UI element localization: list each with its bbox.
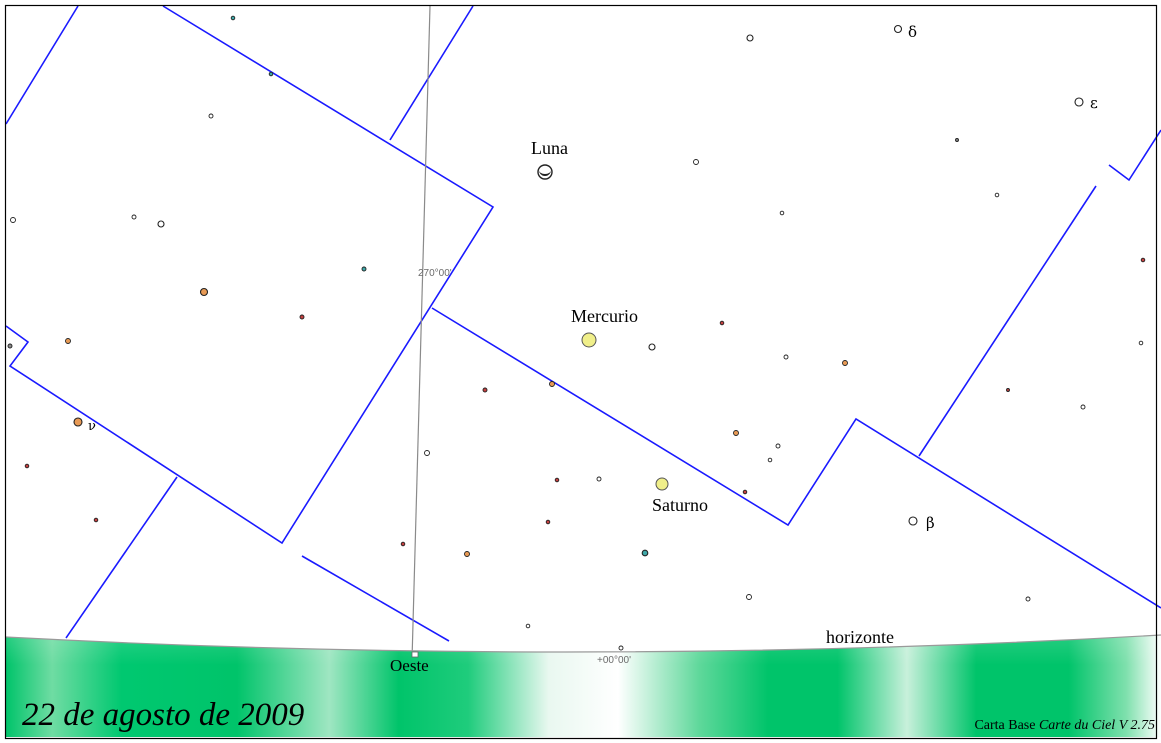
star-label-beta: β xyxy=(926,514,935,532)
boundary-line xyxy=(5,5,495,545)
star xyxy=(1138,340,1144,346)
star xyxy=(733,430,739,436)
stars xyxy=(7,15,1146,651)
star xyxy=(746,34,754,42)
star xyxy=(73,417,83,427)
chart-frame xyxy=(4,4,1158,740)
boundary-line xyxy=(389,5,474,141)
star-label-epsilon: ε xyxy=(1090,94,1098,112)
star xyxy=(618,645,624,651)
mercury-label: Mercurio xyxy=(571,306,638,326)
direction-tick xyxy=(411,651,419,658)
star xyxy=(779,210,785,216)
star xyxy=(199,287,209,297)
boundary-line xyxy=(65,476,178,639)
star xyxy=(93,517,99,523)
saturn-marker xyxy=(655,477,669,491)
star xyxy=(424,450,430,456)
moon-phase-shadow xyxy=(539,170,551,176)
star xyxy=(742,489,748,495)
star xyxy=(157,220,165,228)
moon-marker xyxy=(537,164,553,180)
star xyxy=(131,214,137,220)
boundary-line xyxy=(301,555,450,642)
mercury-marker xyxy=(581,332,597,348)
star xyxy=(554,477,560,483)
star xyxy=(1006,388,1010,392)
azimuth-grid-line xyxy=(411,5,431,661)
date-label: 22 de agosto de 2009 xyxy=(22,697,304,733)
star xyxy=(693,159,699,165)
star xyxy=(719,320,725,326)
boundary-line xyxy=(431,307,1161,609)
credit-software: Carte du Ciel V 2.75 xyxy=(1039,718,1155,733)
star xyxy=(641,549,649,557)
star xyxy=(545,519,551,525)
star xyxy=(746,594,752,600)
star xyxy=(24,463,30,469)
star xyxy=(596,476,602,482)
planets: Luna Mercurio Saturno xyxy=(531,138,708,515)
horizon-line xyxy=(5,634,1161,653)
star xyxy=(648,343,656,351)
star xyxy=(208,113,214,119)
star xyxy=(1074,97,1084,107)
ground-highlight xyxy=(6,635,1161,665)
star xyxy=(10,217,16,223)
star xyxy=(7,343,13,349)
direction-label: Oeste xyxy=(390,656,429,675)
star xyxy=(1080,404,1086,410)
star xyxy=(464,551,470,557)
star xyxy=(400,541,406,547)
star xyxy=(299,314,305,320)
star xyxy=(775,443,781,449)
star xyxy=(955,138,959,142)
star xyxy=(842,360,848,366)
credit-label: Carta Base Carte du Ciel V 2.75 xyxy=(974,718,1155,733)
boundary-line xyxy=(1108,129,1161,182)
star-label-nu: ν xyxy=(88,419,96,434)
star-label-delta: δ xyxy=(908,23,917,41)
star xyxy=(994,192,1000,198)
moon-label: Luna xyxy=(531,138,568,158)
star xyxy=(767,457,773,463)
star xyxy=(65,338,71,344)
boundary-line xyxy=(918,185,1097,457)
star xyxy=(783,354,789,360)
star xyxy=(549,381,555,387)
star xyxy=(908,516,918,526)
star xyxy=(268,71,274,77)
horizon-label: horizonte xyxy=(826,627,894,647)
star xyxy=(1025,596,1031,602)
star xyxy=(361,266,367,272)
boundary-line xyxy=(5,5,79,125)
star xyxy=(482,387,488,393)
credit-prefix: Carta Base xyxy=(974,718,1039,733)
altitude-grid-label: +00°00' xyxy=(597,655,631,666)
azimuth-grid-label: 270°00' xyxy=(418,268,452,279)
star xyxy=(525,623,531,629)
star xyxy=(1140,257,1146,263)
star xyxy=(893,24,903,34)
star xyxy=(230,15,236,21)
constellation-boundaries xyxy=(5,5,1161,642)
saturn-label: Saturno xyxy=(652,495,708,515)
